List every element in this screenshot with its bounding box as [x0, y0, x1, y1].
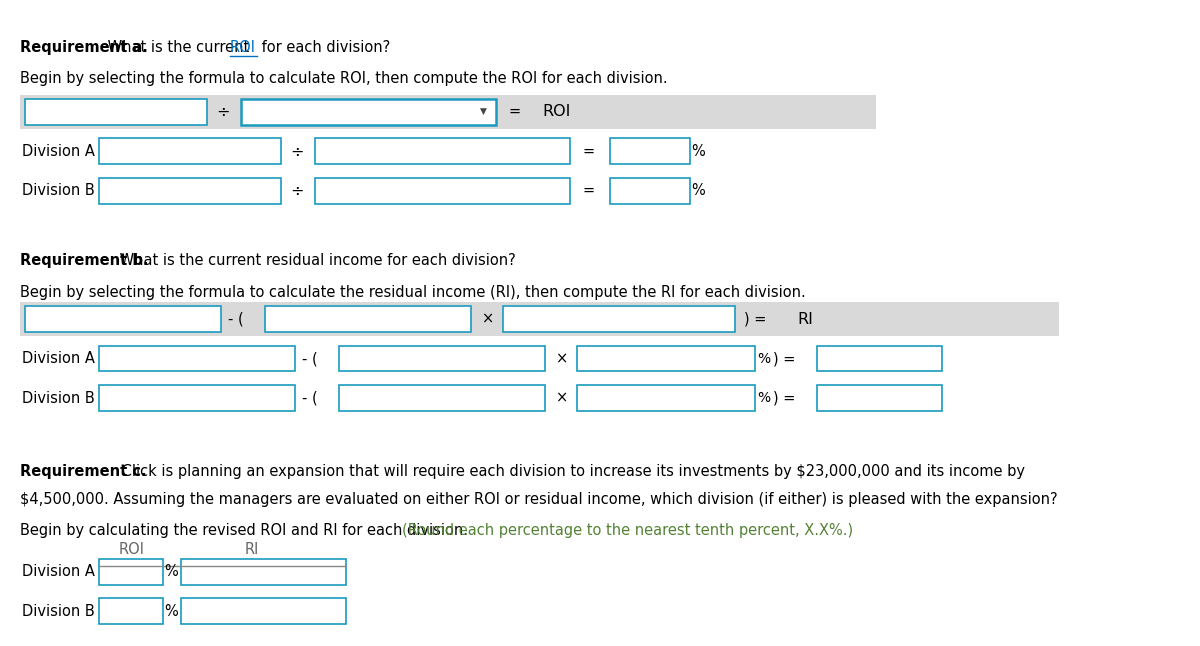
FancyBboxPatch shape [340, 385, 545, 411]
FancyBboxPatch shape [316, 138, 570, 164]
Text: Requirement b.: Requirement b. [20, 253, 149, 268]
Text: ) =: ) = [773, 391, 796, 406]
FancyBboxPatch shape [340, 346, 545, 371]
Text: ) =: ) = [744, 311, 767, 326]
Text: ×: × [556, 351, 569, 366]
Text: ÷: ÷ [216, 104, 230, 120]
Text: Click is planning an expansion that will require each division to increase its i: Click is planning an expansion that will… [116, 464, 1025, 479]
Text: Requirement c.: Requirement c. [20, 464, 146, 479]
Text: $4,500,000. Assuming the managers are evaluated on either ROI or residual income: $4,500,000. Assuming the managers are ev… [20, 492, 1058, 507]
FancyBboxPatch shape [316, 178, 570, 203]
Text: Division A: Division A [22, 351, 95, 366]
FancyBboxPatch shape [181, 598, 346, 624]
Text: %: % [691, 183, 706, 198]
Text: Division A: Division A [22, 564, 95, 579]
FancyBboxPatch shape [610, 178, 690, 203]
Text: Division B: Division B [22, 604, 95, 619]
Text: (Round each percentage to the nearest tenth percent, X.X%.): (Round each percentage to the nearest te… [402, 523, 853, 538]
Text: Begin by calculating the revised ROI and RI for each division.: Begin by calculating the revised ROI and… [20, 523, 473, 538]
Text: Begin by selecting the formula to calculate ROI, then compute the ROI for each d: Begin by selecting the formula to calcul… [20, 71, 668, 87]
Text: - (: - ( [302, 391, 318, 406]
Text: ▼: ▼ [480, 107, 486, 116]
Text: ×: × [482, 311, 494, 326]
Text: RI: RI [245, 541, 259, 557]
Text: - (: - ( [228, 311, 244, 326]
Text: %: % [164, 564, 179, 579]
FancyBboxPatch shape [817, 385, 942, 411]
Text: ÷: ÷ [290, 183, 304, 198]
Text: =: = [583, 183, 595, 198]
FancyBboxPatch shape [20, 95, 876, 129]
Text: Begin by selecting the formula to calculate the residual income (RI), then compu: Begin by selecting the formula to calcul… [20, 284, 806, 300]
FancyBboxPatch shape [610, 138, 690, 164]
Text: Division B: Division B [22, 391, 95, 406]
FancyBboxPatch shape [98, 138, 282, 164]
FancyBboxPatch shape [98, 178, 282, 203]
Text: What is the current residual income for each division?: What is the current residual income for … [115, 253, 516, 268]
FancyBboxPatch shape [98, 598, 163, 624]
Text: ROI: ROI [542, 104, 571, 120]
FancyBboxPatch shape [817, 346, 942, 371]
Text: What is the current: What is the current [103, 39, 254, 55]
Text: ROI: ROI [229, 39, 256, 55]
Text: ×: × [556, 391, 569, 406]
FancyBboxPatch shape [98, 346, 295, 371]
Text: Division A: Division A [22, 144, 95, 159]
FancyBboxPatch shape [181, 559, 346, 585]
Text: Requirement a.: Requirement a. [20, 39, 148, 55]
Text: for each division?: for each division? [257, 39, 390, 55]
Text: ROI: ROI [119, 541, 145, 557]
FancyBboxPatch shape [20, 302, 1060, 336]
Text: RI: RI [798, 311, 814, 326]
Text: =: = [509, 104, 521, 120]
FancyBboxPatch shape [25, 306, 221, 332]
Text: ) =: ) = [773, 351, 796, 366]
Text: %: % [691, 144, 706, 159]
FancyBboxPatch shape [241, 99, 496, 125]
FancyBboxPatch shape [25, 99, 208, 125]
FancyBboxPatch shape [577, 385, 755, 411]
FancyBboxPatch shape [265, 306, 470, 332]
Text: =: = [583, 144, 595, 159]
Text: - (: - ( [302, 351, 318, 366]
FancyBboxPatch shape [98, 559, 163, 585]
Text: Division B: Division B [22, 183, 95, 198]
FancyBboxPatch shape [577, 346, 755, 371]
Text: %: % [757, 391, 770, 405]
FancyBboxPatch shape [503, 306, 734, 332]
Text: %: % [164, 604, 179, 619]
FancyBboxPatch shape [98, 385, 295, 411]
Text: ÷: ÷ [290, 144, 304, 159]
Text: %: % [757, 351, 770, 366]
